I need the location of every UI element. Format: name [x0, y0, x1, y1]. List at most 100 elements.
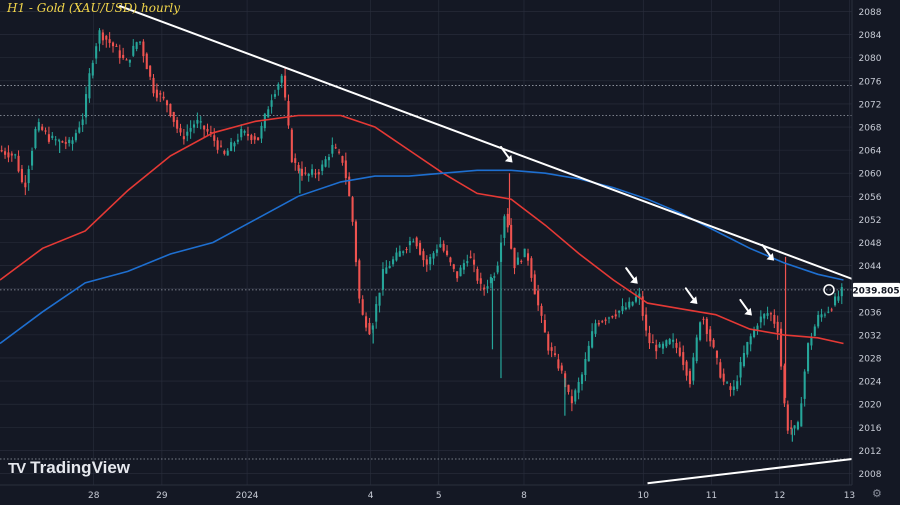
candle-body: [810, 337, 813, 346]
candle-body: [516, 257, 519, 265]
price-tick-label: 2036: [859, 308, 882, 318]
candle-body: [715, 350, 719, 358]
candle-body: [594, 323, 597, 334]
tradingview-mark-icon: TV: [8, 459, 26, 477]
candle-body: [223, 150, 226, 154]
arrow-head: [689, 296, 698, 304]
candle-body: [456, 271, 459, 279]
candle-body: [449, 257, 452, 263]
candle-body: [51, 135, 54, 138]
candle-body: [732, 386, 735, 391]
candle-body: [712, 339, 715, 348]
red-moving-average: [0, 114, 844, 345]
candle-body: [493, 276, 496, 278]
candle-body: [402, 251, 405, 253]
candle-body: [219, 145, 223, 147]
candle-body: [341, 156, 344, 163]
candle-body: [638, 293, 641, 298]
candle-body: [452, 264, 455, 269]
candle-body: [250, 135, 253, 141]
candle-body: [753, 329, 756, 338]
candle-body: [111, 42, 115, 47]
candlesticks: [0, 28, 843, 442]
candle-body: [138, 41, 142, 43]
candle-body: [641, 296, 644, 316]
chart-title: H1 - Gold (XAU/USD) hourly: [7, 1, 181, 15]
candle-body: [479, 278, 482, 284]
candle-body: [462, 263, 465, 270]
candle-body: [27, 169, 30, 184]
candle-body: [510, 224, 513, 249]
candle-body: [196, 119, 199, 124]
candle-body: [607, 317, 611, 319]
price-tick-label: 2068: [859, 124, 882, 134]
tradingview-wordmark: TradingView: [30, 458, 130, 477]
price-tick-label: 2084: [859, 31, 882, 41]
candle-body: [577, 382, 580, 393]
candle-body: [98, 30, 101, 44]
candle-body: [776, 321, 779, 333]
candle-body: [236, 139, 239, 142]
candle-body: [692, 357, 695, 381]
trendlines: [118, 4, 853, 485]
candle-body: [280, 75, 283, 83]
time-tick-label: 13: [844, 491, 855, 501]
candle-body: [695, 337, 698, 362]
candle-body: [574, 390, 577, 402]
candle-body: [601, 321, 604, 323]
candle-body: [523, 248, 526, 258]
price-tick-label: 2060: [859, 170, 882, 180]
candle-body: [260, 125, 263, 139]
candle-body: [257, 137, 260, 141]
candle-body: [412, 241, 415, 243]
candle-body: [331, 144, 334, 154]
gear-icon[interactable]: ⚙: [872, 487, 882, 500]
candle-body: [74, 133, 77, 141]
candle-body: [37, 122, 40, 131]
candle-body: [287, 101, 290, 126]
candle-body: [645, 314, 648, 331]
candle-body: [240, 129, 243, 138]
candle-body: [415, 237, 418, 247]
candle-body: [230, 142, 233, 151]
candle-body: [88, 73, 91, 99]
candle-body: [84, 94, 88, 118]
candle-body: [803, 371, 806, 399]
candle-body: [10, 153, 13, 156]
time-tick-label: 10: [638, 491, 650, 501]
candle-body: [81, 119, 84, 126]
candle-body: [243, 130, 246, 133]
candle-body: [44, 130, 47, 132]
candle-body: [61, 141, 64, 143]
arrow-head: [504, 154, 513, 163]
price-tick-label: 2080: [859, 54, 882, 64]
candle-body: [435, 249, 438, 253]
candle-body: [142, 41, 145, 57]
candle-body: [658, 344, 661, 348]
candle-body: [486, 286, 489, 289]
candle-body: [722, 373, 725, 382]
price-tick-label: 2088: [859, 8, 882, 18]
candle-body: [132, 45, 135, 56]
candle-body: [71, 140, 74, 144]
time-axis[interactable]: 28 29 2024 4 5 8 10 11 12 13: [0, 484, 855, 501]
candle-body: [726, 382, 729, 384]
candle-body: [763, 314, 766, 319]
candle-body: [739, 362, 742, 378]
candle-body: [54, 139, 57, 141]
price-tick-label: 2024: [859, 378, 882, 388]
candle-body: [547, 334, 550, 351]
candle-body: [311, 169, 314, 175]
candle-body: [621, 306, 624, 311]
candle-body: [392, 259, 395, 265]
tradingview-logo: TV TradingView: [8, 458, 130, 478]
time-tick-label: 5: [436, 491, 442, 501]
candle-body: [537, 290, 540, 306]
candle-body: [597, 322, 600, 325]
price-axis[interactable]: 2008201220162020202420282032203620402044…: [851, 0, 900, 485]
arrow-head: [630, 276, 638, 284]
candle-body: [165, 100, 169, 106]
candle-body: [786, 404, 789, 431]
candle-body: [483, 287, 486, 290]
